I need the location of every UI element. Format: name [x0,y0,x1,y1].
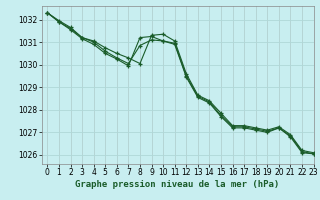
X-axis label: Graphe pression niveau de la mer (hPa): Graphe pression niveau de la mer (hPa) [76,180,280,189]
